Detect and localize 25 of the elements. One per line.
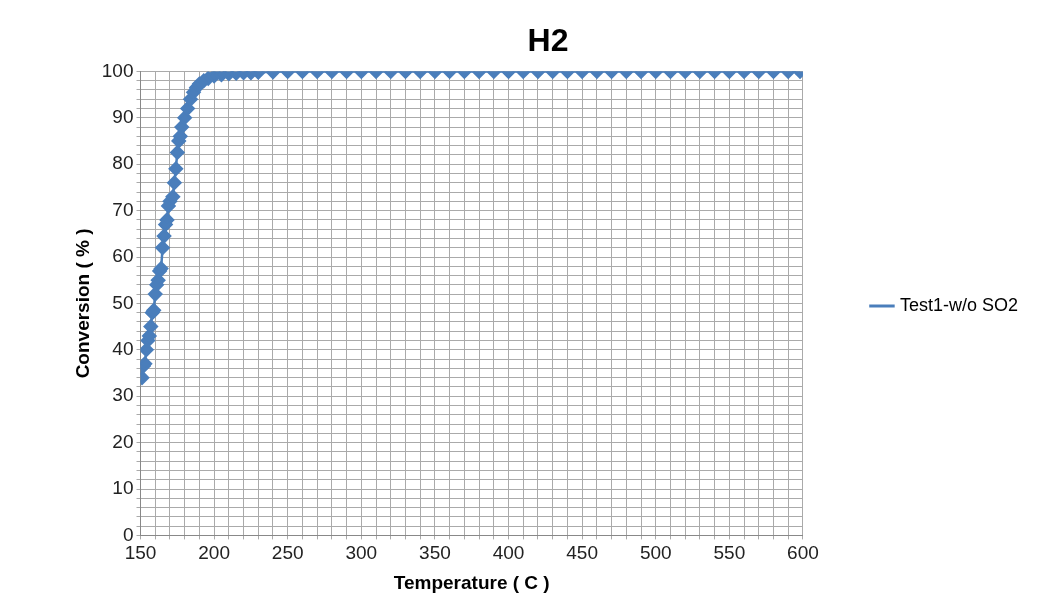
y-tick-label: 40 xyxy=(112,338,134,360)
x-tick-label: 250 xyxy=(271,542,304,564)
y-axis-title: Conversion ( % ) xyxy=(71,228,93,379)
x-tick-label: 350 xyxy=(419,542,451,564)
y-tick-label: 60 xyxy=(112,245,134,267)
y-tick-label: 100 xyxy=(101,59,134,81)
x-tick-label: 300 xyxy=(345,542,378,564)
chart-title: H2 xyxy=(527,22,569,59)
y-tick-label: 90 xyxy=(112,106,134,128)
x-tick-label: 500 xyxy=(639,542,672,564)
x-tick-label: 400 xyxy=(492,542,525,564)
y-tick-label: 20 xyxy=(112,430,134,452)
y-tick-label: 0 xyxy=(122,523,134,545)
legend-label: Test1-w/o SO2 xyxy=(899,294,1018,315)
y-tick-label: 30 xyxy=(112,384,134,406)
x-tick-label: 600 xyxy=(787,542,819,564)
y-tick-label: 50 xyxy=(112,291,134,313)
y-tick-label: 70 xyxy=(112,198,134,220)
y-tick-label: 10 xyxy=(112,477,134,499)
x-axis-title: Temperature ( C ) xyxy=(393,571,550,593)
y-tick-label: 80 xyxy=(112,152,134,174)
x-tick-label: 550 xyxy=(713,542,746,564)
x-tick-label: 150 xyxy=(124,542,157,564)
x-tick-label: 450 xyxy=(566,542,598,564)
x-tick-label: 200 xyxy=(198,542,230,564)
